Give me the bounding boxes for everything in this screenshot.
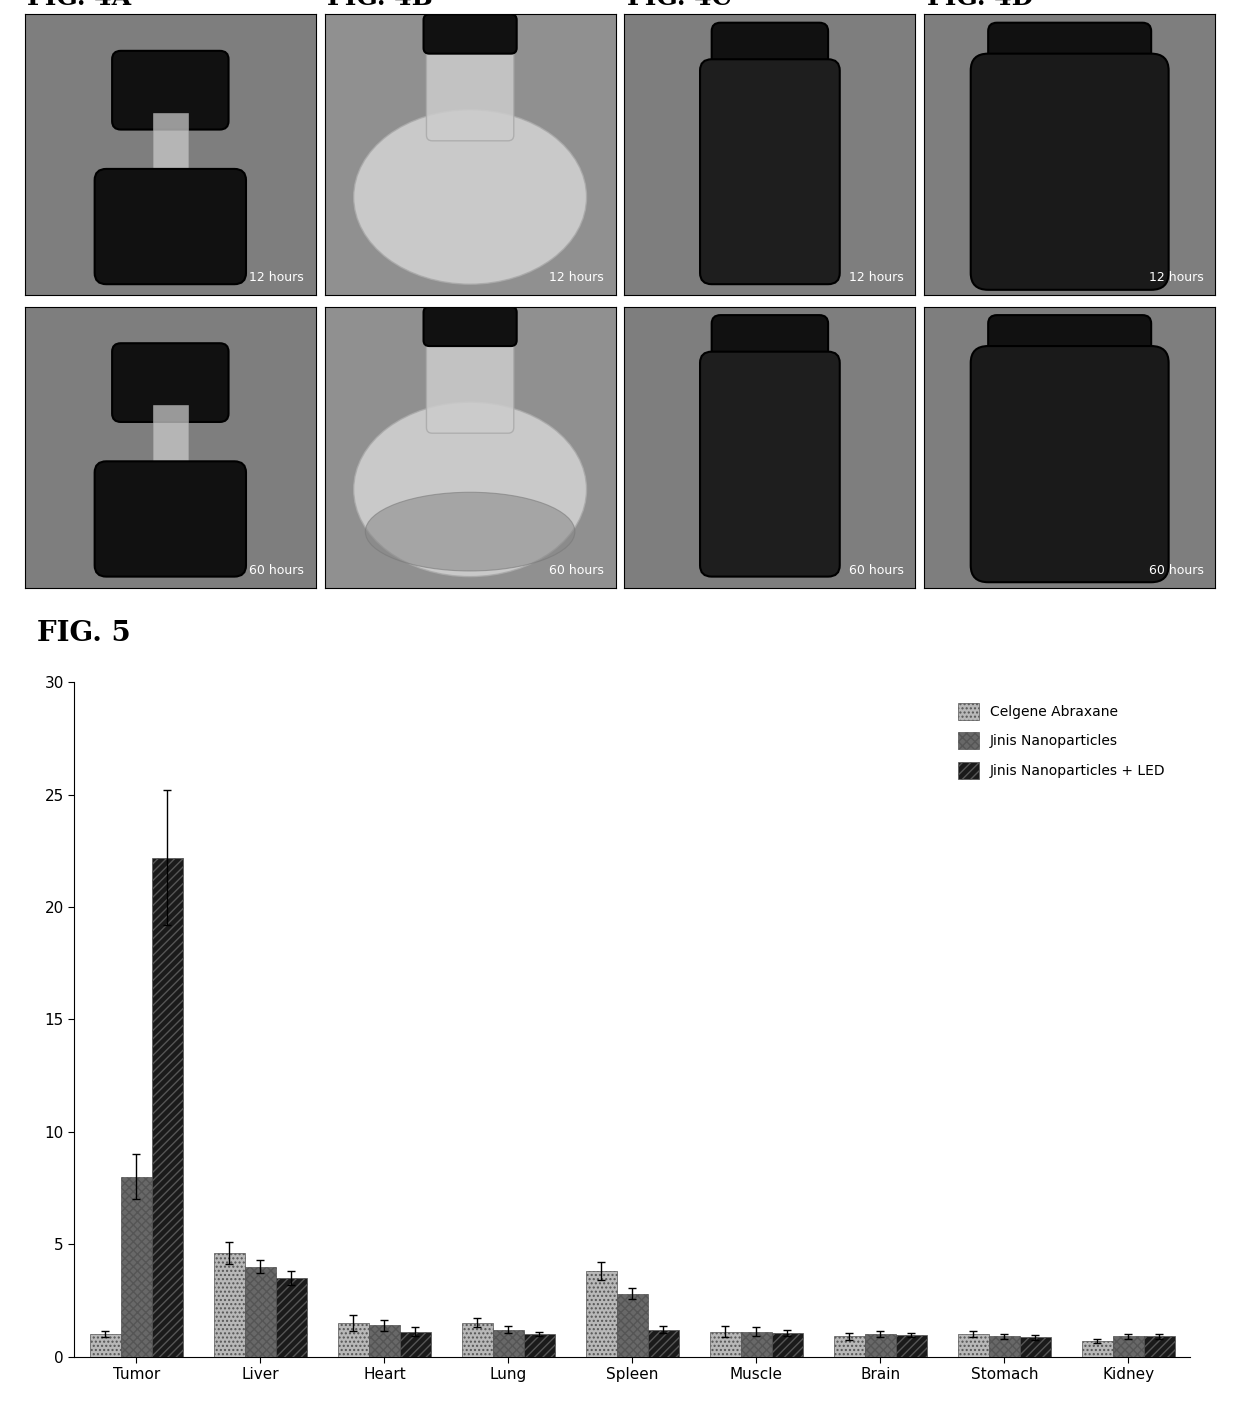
Bar: [740, 1332, 771, 1357]
FancyBboxPatch shape: [424, 307, 517, 346]
Bar: [492, 1329, 523, 1357]
FancyBboxPatch shape: [712, 23, 828, 87]
FancyBboxPatch shape: [701, 351, 839, 577]
Bar: [523, 1334, 554, 1357]
Bar: [337, 1322, 368, 1357]
Bar: [399, 1332, 430, 1357]
Bar: [647, 1329, 678, 1357]
Bar: [1143, 1337, 1174, 1357]
FancyBboxPatch shape: [988, 23, 1151, 87]
Text: 12 hours: 12 hours: [1148, 271, 1204, 284]
Bar: [120, 1177, 151, 1357]
Legend: Celgene Abraxane, Jinis Nanoparticles, Jinis Nanoparticles + LED: Celgene Abraxane, Jinis Nanoparticles, J…: [951, 695, 1172, 785]
Bar: [89, 1334, 120, 1357]
Text: 12 hours: 12 hours: [849, 271, 904, 284]
Text: FIG. 4B: FIG. 4B: [327, 0, 433, 10]
Text: FIG. 4A: FIG. 4A: [27, 0, 131, 10]
FancyBboxPatch shape: [427, 324, 513, 433]
Bar: [1081, 1341, 1112, 1357]
FancyBboxPatch shape: [112, 343, 228, 421]
Bar: [988, 1337, 1019, 1357]
Text: 12 hours: 12 hours: [549, 271, 604, 284]
FancyBboxPatch shape: [112, 51, 228, 130]
FancyBboxPatch shape: [94, 169, 246, 284]
Bar: [709, 1332, 740, 1357]
Bar: [1112, 1337, 1143, 1357]
Ellipse shape: [353, 110, 587, 284]
Text: FIG. 5: FIG. 5: [37, 620, 131, 647]
Bar: [864, 1334, 895, 1357]
FancyBboxPatch shape: [424, 14, 517, 54]
Text: 60 hours: 60 hours: [549, 564, 604, 577]
Bar: [213, 1254, 244, 1357]
FancyBboxPatch shape: [153, 113, 187, 188]
Text: FIG. 4D: FIG. 4D: [926, 0, 1033, 10]
Bar: [368, 1325, 399, 1357]
Bar: [957, 1334, 988, 1357]
Text: 12 hours: 12 hours: [249, 271, 304, 284]
Ellipse shape: [366, 493, 575, 571]
FancyBboxPatch shape: [94, 461, 246, 577]
Bar: [771, 1332, 802, 1357]
FancyBboxPatch shape: [153, 406, 187, 481]
Bar: [895, 1335, 926, 1357]
Text: 60 hours: 60 hours: [1148, 564, 1204, 577]
FancyBboxPatch shape: [427, 31, 513, 141]
FancyBboxPatch shape: [988, 316, 1151, 380]
FancyBboxPatch shape: [712, 316, 828, 380]
FancyBboxPatch shape: [701, 60, 839, 284]
Bar: [275, 1278, 306, 1357]
Text: 60 hours: 60 hours: [249, 564, 304, 577]
Text: FIG. 4C: FIG. 4C: [627, 0, 732, 10]
Ellipse shape: [353, 403, 587, 577]
Bar: [585, 1271, 616, 1357]
Bar: [833, 1337, 864, 1357]
Bar: [1019, 1338, 1050, 1357]
Bar: [461, 1322, 492, 1357]
FancyBboxPatch shape: [971, 346, 1168, 583]
Text: 60 hours: 60 hours: [849, 564, 904, 577]
Bar: [616, 1294, 647, 1357]
Bar: [244, 1267, 275, 1357]
Bar: [151, 858, 184, 1357]
FancyBboxPatch shape: [971, 54, 1168, 290]
